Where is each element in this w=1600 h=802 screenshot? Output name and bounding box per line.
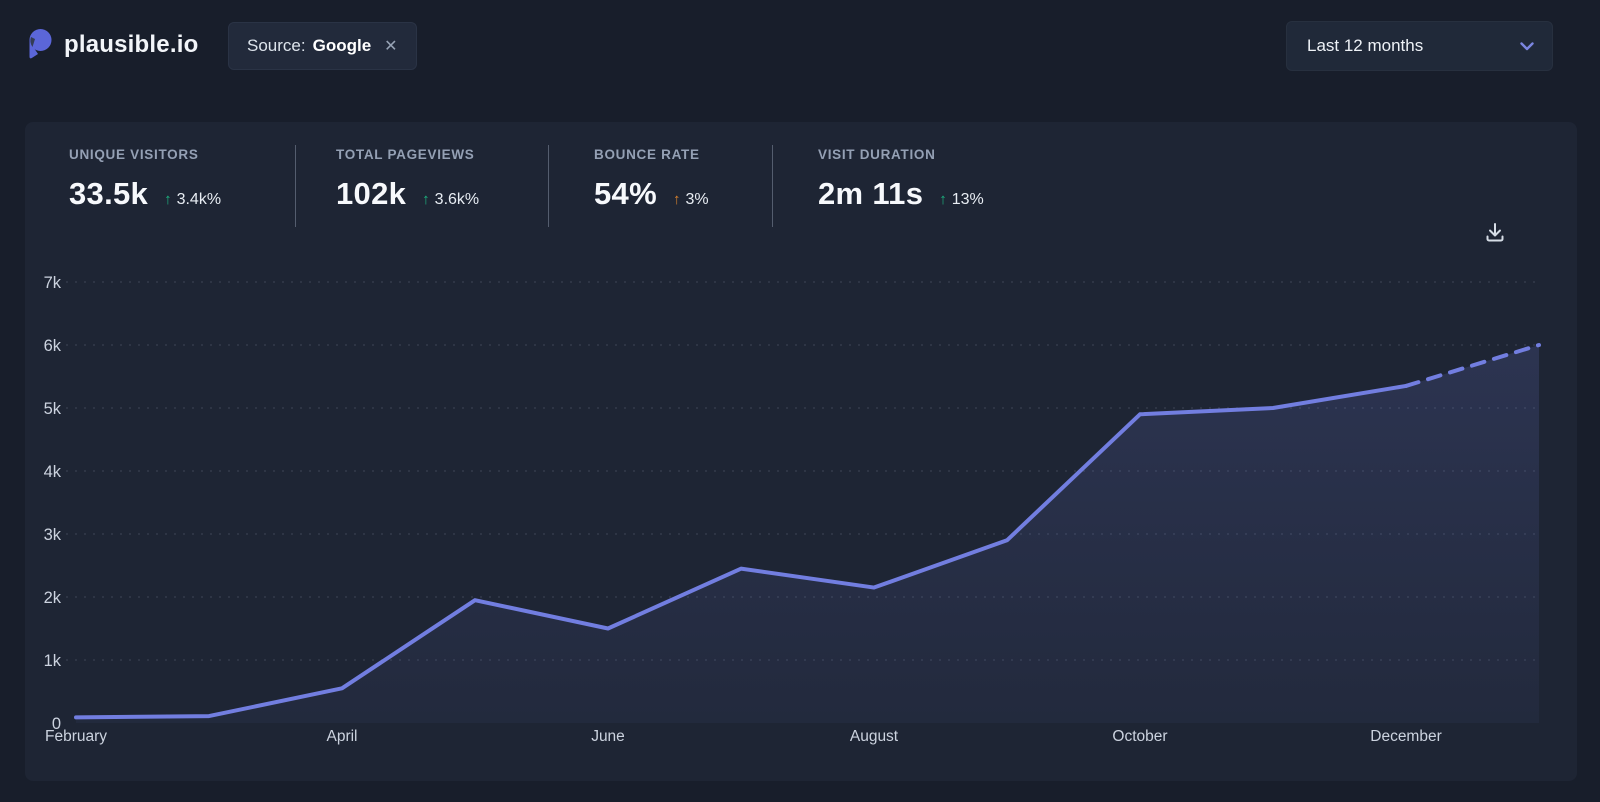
- source-filter-badge[interactable]: Source: Google ✕: [228, 22, 417, 70]
- stat-divider: [295, 145, 296, 227]
- download-icon: [1486, 223, 1504, 242]
- filter-prefix: Source:: [247, 36, 306, 55]
- stat-value: 33.5k: [69, 176, 149, 211]
- svg-text:October: October: [1112, 728, 1167, 745]
- up-arrow-icon: ↑: [939, 191, 947, 208]
- stat-delta-value: 3%: [685, 191, 709, 208]
- chevron-down-icon: [1520, 41, 1534, 50]
- stat-unique-visitors[interactable]: UNIQUE VISITORS 33.5k ↑ 3.4k%: [69, 147, 221, 212]
- stat-label: UNIQUE VISITORS: [69, 147, 199, 162]
- stat-value: 102k: [336, 176, 407, 211]
- stat-divider: [548, 145, 549, 227]
- remove-filter-icon[interactable]: ✕: [384, 38, 398, 55]
- svg-text:August: August: [850, 728, 899, 745]
- brand: plausible.io: [24, 27, 198, 63]
- stat-delta-value: 3.6k%: [434, 191, 480, 208]
- site-title: plausible.io: [64, 31, 199, 58]
- svg-text:3k: 3k: [44, 526, 62, 544]
- analytics-card: 0 1k 2k 3k 4k 5k 6k 7k February April June August O…: [25, 122, 1577, 781]
- stat-label: VISIT DURATION: [818, 147, 936, 162]
- stat-label: TOTAL PAGEVIEWS: [336, 147, 475, 162]
- svg-text:0: 0: [52, 715, 61, 733]
- plausible-logo-icon: [29, 29, 52, 59]
- svg-text:4k: 4k: [44, 463, 62, 481]
- chart-area-fill: [76, 345, 1539, 723]
- up-arrow-icon: ↑: [422, 191, 430, 208]
- stat-visit-duration[interactable]: VISIT DURATION 2m 11s ↑ 13%: [818, 147, 984, 212]
- up-arrow-icon: ↑: [672, 191, 681, 208]
- stat-value: 2m 11s: [818, 176, 924, 211]
- date-range-dropdown[interactable]: Last 12 months: [1286, 21, 1553, 71]
- svg-text:April: April: [326, 728, 357, 745]
- up-arrow-icon: ↑: [164, 191, 172, 208]
- filter-value: Google: [312, 36, 372, 55]
- svg-text:December: December: [1370, 728, 1442, 745]
- svg-text:5k: 5k: [44, 400, 62, 418]
- visitors-chart: 0 1k 2k 3k 4k 5k 6k 7k February April June August O…: [44, 274, 1541, 745]
- stat-bounce-rate[interactable]: BOUNCE RATE 54% ↑ 3%: [594, 147, 709, 212]
- stat-total-pageviews[interactable]: TOTAL PAGEVIEWS 102k ↑ 3.6k%: [336, 147, 479, 212]
- stat-delta-value: 13%: [951, 191, 984, 208]
- top-bar: plausible.io Source: Google ✕ Last 12 mo…: [0, 0, 1600, 96]
- svg-text:6k: 6k: [44, 337, 62, 355]
- svg-text:1k: 1k: [44, 652, 62, 670]
- svg-text:7k: 7k: [44, 274, 62, 292]
- y-axis-tick-labels: 0 1k 2k 3k 4k 5k 6k 7k: [44, 274, 62, 733]
- stat-delta-value: 3.4k%: [176, 191, 222, 208]
- svg-text:February: February: [45, 728, 107, 745]
- x-axis-tick-labels: February April June August October December: [45, 728, 1442, 745]
- stat-value: 54%: [594, 176, 657, 211]
- svg-text:June: June: [591, 728, 625, 745]
- chart-line: [74, 343, 1541, 720]
- stat-divider: [772, 145, 773, 227]
- download-export-button[interactable]: [1477, 214, 1513, 250]
- stat-label: BOUNCE RATE: [594, 147, 700, 162]
- svg-text:2k: 2k: [44, 589, 62, 607]
- date-range-value: Last 12 months: [1307, 36, 1424, 55]
